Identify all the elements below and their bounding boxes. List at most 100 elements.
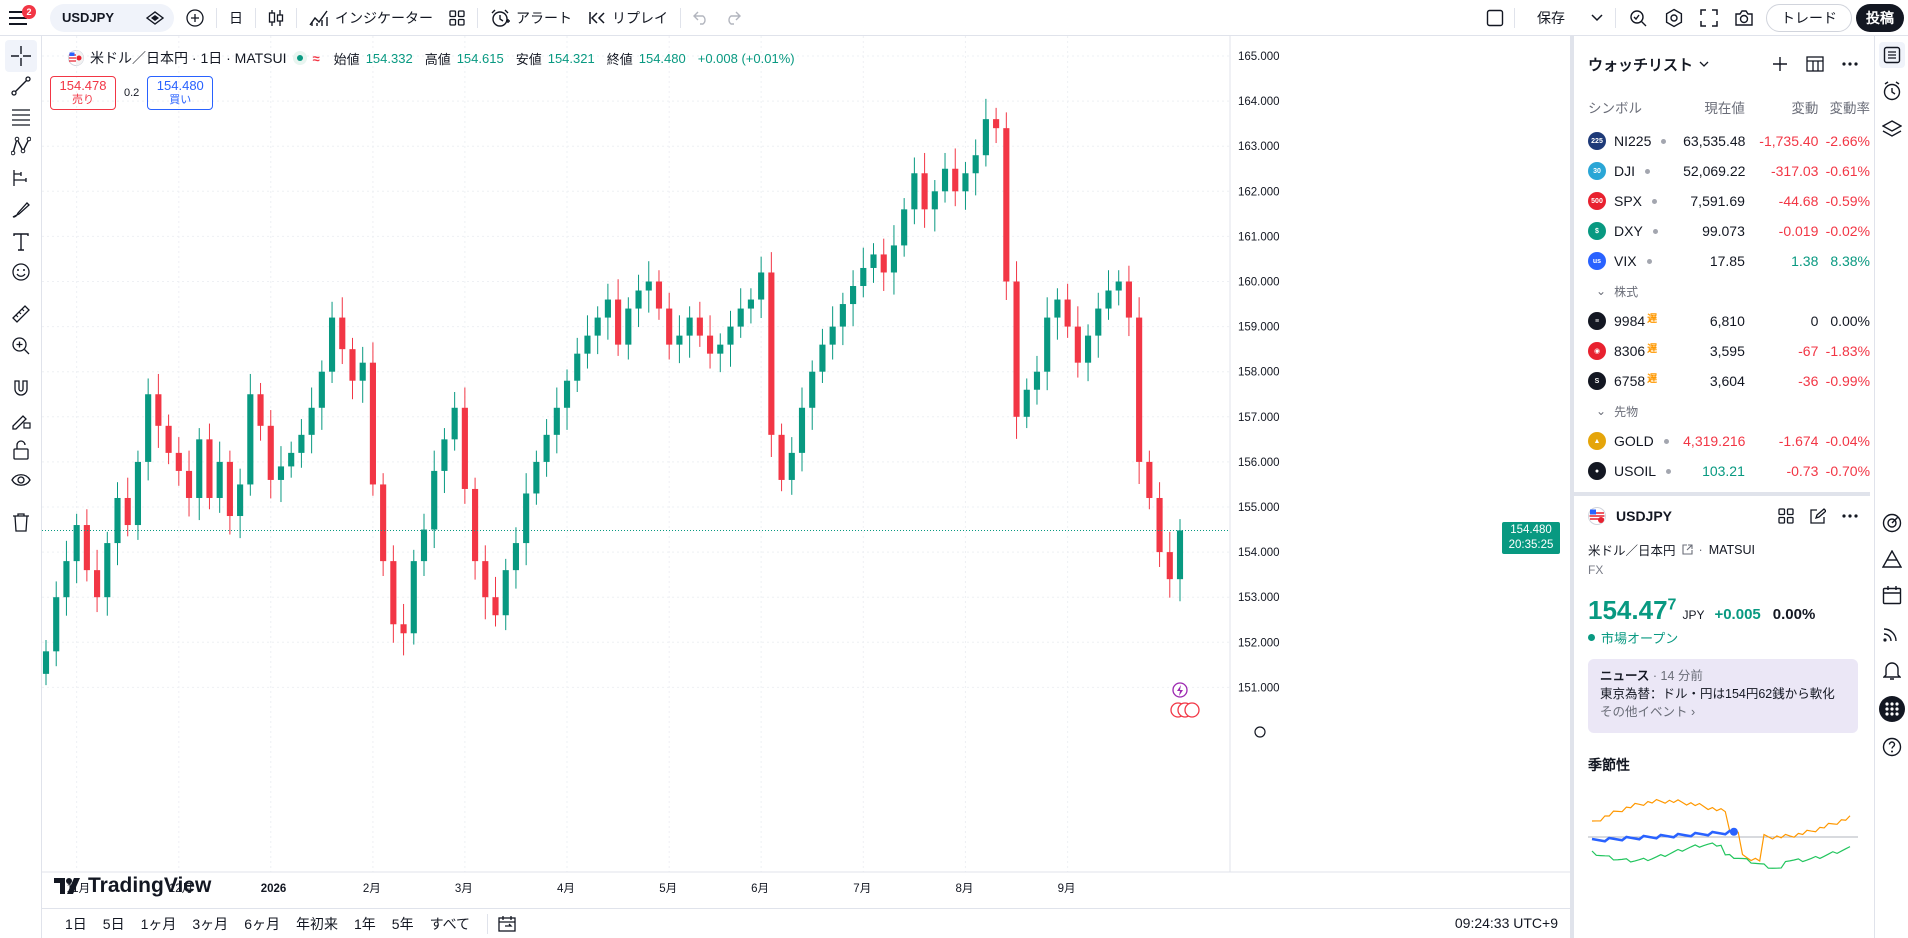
candle-body[interactable] <box>533 461 540 494</box>
candle-body[interactable] <box>921 173 928 210</box>
undo-button[interactable] <box>685 4 717 32</box>
quick-search-button[interactable] <box>1620 4 1656 32</box>
grid-icon[interactable] <box>1778 508 1794 524</box>
screener-tab[interactable] <box>1879 510 1905 536</box>
candle-body[interactable] <box>461 407 468 489</box>
candle-body[interactable] <box>339 317 346 350</box>
pattern-tool[interactable] <box>5 130 37 162</box>
symbol-search-button[interactable]: USDJPY <box>50 3 174 32</box>
candle-body[interactable] <box>1023 389 1030 417</box>
timezone-clock[interactable]: 09:24:33 UTC+9 <box>1454 915 1558 931</box>
news-more-link[interactable]: その他イベント › <box>1600 705 1696 719</box>
tradingview-logo[interactable]: TradingView <box>54 874 211 898</box>
candle-body[interactable] <box>482 561 489 598</box>
col-change-pct[interactable]: 変動率 <box>1829 101 1871 116</box>
candle-body[interactable] <box>655 281 663 309</box>
goto-date-icon[interactable] <box>498 915 516 933</box>
price-chart[interactable]: 165.000 164.000 163.000 162.000 161.000 160.0… <box>42 36 1570 902</box>
candle-body[interactable] <box>42 651 50 674</box>
range-3m[interactable]: 3ヶ月 <box>192 915 229 932</box>
more-icon[interactable] <box>1842 62 1858 66</box>
watchlist-row[interactable]: 30 DJI 52,069.22 -317.03 -0.61% <box>1574 156 1870 186</box>
candle-body[interactable] <box>94 570 101 598</box>
text-tool[interactable] <box>5 226 37 258</box>
compare-symbol-icon[interactable] <box>146 10 164 25</box>
hide-drawings-tool[interactable] <box>5 464 37 496</box>
candle-body[interactable] <box>1054 299 1061 318</box>
buy-button[interactable]: 154.480 買い <box>147 76 214 110</box>
watchlist-row[interactable]: S 6758 遅 3,604 -36 -0.99% <box>1574 366 1870 396</box>
candle-body[interactable] <box>1115 281 1122 291</box>
candle-body[interactable] <box>165 425 172 453</box>
axis-settings-icon[interactable] <box>1254 726 1266 738</box>
candle-body[interactable] <box>318 371 325 408</box>
candle-body[interactable] <box>308 407 315 435</box>
range-all[interactable]: すべて <box>429 915 471 932</box>
candle-body[interactable] <box>226 461 233 517</box>
candle-body[interactable] <box>809 371 816 408</box>
candle-body[interactable] <box>216 461 223 498</box>
ideas-tab[interactable] <box>1879 546 1905 572</box>
candle-body[interactable] <box>584 335 591 354</box>
candle-body[interactable] <box>124 497 131 526</box>
candle-body[interactable] <box>543 434 550 462</box>
candle-body[interactable] <box>788 452 795 480</box>
candle-body[interactable] <box>175 452 182 471</box>
candle-body[interactable] <box>604 299 611 318</box>
object-tree-tab[interactable] <box>1879 116 1905 142</box>
candle-body[interactable] <box>901 209 908 246</box>
products-tab[interactable] <box>1879 696 1905 722</box>
candle-body[interactable] <box>635 290 642 309</box>
economic-event-icon[interactable] <box>1184 702 1200 718</box>
candle-body[interactable] <box>747 299 754 309</box>
candle-body[interactable] <box>615 299 622 345</box>
candle-body[interactable] <box>1166 552 1173 580</box>
more-icon[interactable] <box>1842 508 1858 524</box>
candle-body[interactable] <box>594 317 601 336</box>
candle-body[interactable] <box>359 362 366 381</box>
add-symbol-button[interactable] <box>178 4 212 32</box>
candle-body[interactable] <box>706 335 714 354</box>
candle-body[interactable] <box>155 394 162 426</box>
lock-all-tool[interactable] <box>5 434 37 466</box>
candle-body[interactable] <box>390 561 397 625</box>
candle-body[interactable] <box>288 452 295 467</box>
notifications-tab[interactable] <box>1879 658 1905 684</box>
emoji-tool[interactable] <box>5 256 37 288</box>
candle-body[interactable] <box>666 308 673 345</box>
snapshot-button[interactable] <box>1726 4 1762 32</box>
candle-body[interactable] <box>911 173 918 210</box>
col-change[interactable]: 変動 <box>1791 101 1819 116</box>
candle-body[interactable] <box>727 326 734 345</box>
sell-button[interactable]: 154.478 売り <box>50 76 116 110</box>
watchlist-row[interactable]: 500 SPX 7,591.69 -44.68 -0.59% <box>1574 186 1870 216</box>
candle-body[interactable] <box>431 470 438 530</box>
candle-body[interactable] <box>778 434 785 480</box>
watchlist-row[interactable]: us VIX 17.85 1.38 8.38% <box>1574 246 1870 276</box>
candle-body[interactable] <box>1105 290 1112 309</box>
zoom-tool[interactable] <box>5 330 37 362</box>
candle-body[interactable] <box>1033 371 1041 390</box>
fullscreen-button[interactable] <box>1692 4 1726 32</box>
candle-body[interactable] <box>819 344 826 372</box>
candle-body[interactable] <box>196 439 203 498</box>
candle-body[interactable] <box>839 304 846 327</box>
candle-body[interactable] <box>277 466 285 480</box>
help-tab[interactable] <box>1879 734 1905 760</box>
candle-body[interactable] <box>993 119 1000 129</box>
candle-body[interactable] <box>860 267 867 287</box>
candle-body[interactable] <box>1064 299 1071 327</box>
delete-drawings-tool[interactable] <box>5 506 37 538</box>
crosshair-tool[interactable] <box>5 40 37 72</box>
candle-body[interactable] <box>185 470 193 498</box>
watchlist-row[interactable]: ◉ 8306 遅 3,595 -67 -1.83% <box>1574 336 1870 366</box>
candle-body[interactable] <box>1084 335 1092 363</box>
external-link-icon[interactable] <box>1681 544 1693 555</box>
candle-body[interactable] <box>1176 530 1184 580</box>
candle-body[interactable] <box>523 493 530 544</box>
table-view-icon[interactable] <box>1806 56 1824 72</box>
candle-body[interactable] <box>73 525 80 562</box>
indicators-button[interactable]: インジケーター <box>301 4 441 32</box>
interval-button[interactable]: 日 <box>221 4 251 32</box>
candle-body[interactable] <box>104 543 111 598</box>
